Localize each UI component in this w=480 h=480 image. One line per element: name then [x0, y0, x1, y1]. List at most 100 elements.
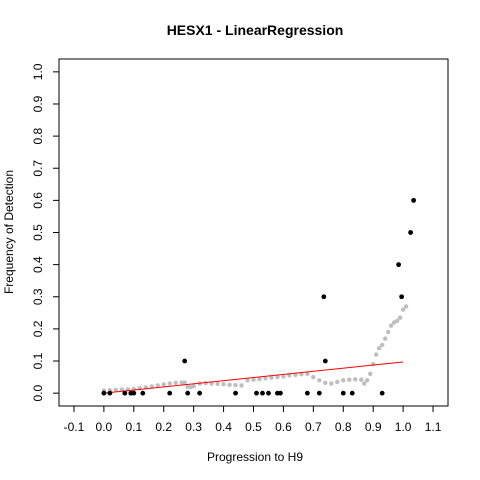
y-tick-label: 0.9 — [31, 95, 45, 112]
observed-point — [304, 390, 310, 396]
smoothed-point — [227, 382, 232, 387]
smoothed-point — [376, 345, 382, 351]
smoothed-point — [311, 374, 316, 380]
y-tick-label: 0.8 — [31, 127, 45, 144]
smoothed-point — [341, 378, 346, 383]
x-tick-label: 0.8 — [335, 420, 352, 434]
y-tick-label: 0.1 — [31, 352, 45, 369]
smoothed-point — [221, 381, 226, 387]
y-axis-label: Frequency of Detection — [2, 170, 16, 294]
smoothed-point — [257, 376, 262, 382]
smoothed-point — [365, 378, 370, 383]
smoothed-point — [379, 342, 385, 348]
observed-point — [316, 390, 322, 396]
observed-point — [197, 390, 203, 396]
observed-point — [182, 358, 188, 364]
observed-point — [340, 390, 346, 396]
observed-point — [408, 230, 413, 235]
x-tick-label: 0.0 — [96, 420, 113, 434]
smoothed-point — [382, 336, 388, 341]
smoothed-point — [173, 380, 178, 386]
observed-point — [122, 390, 128, 396]
smoothed-point — [329, 381, 334, 386]
observed-point — [167, 390, 173, 396]
x-tick-label: 0.3 — [185, 420, 202, 434]
x-tick-label: 0.7 — [305, 420, 322, 434]
y-tick-label: 0.2 — [31, 320, 45, 337]
observed-point — [185, 390, 191, 396]
observed-series — [101, 197, 416, 396]
smoothed-point — [385, 329, 391, 335]
smoothed-point — [251, 377, 256, 382]
smoothed-point — [370, 362, 376, 367]
smoothed-point — [347, 377, 352, 382]
regression-line — [103, 361, 404, 394]
smoothed-point — [182, 380, 187, 385]
fit-series — [103, 361, 404, 394]
y-tick-label: 1.0 — [31, 63, 45, 80]
observed-point — [101, 390, 107, 396]
smoothed-point — [388, 323, 394, 328]
smoothed-point — [155, 383, 160, 388]
observed-point — [411, 197, 416, 203]
y-tick-label: 0.0 — [31, 384, 45, 401]
y-tick-label: 0.6 — [31, 192, 45, 209]
x-tick-label: 0.1 — [125, 420, 142, 434]
x-tick-label: 0.5 — [245, 420, 262, 434]
smoothed-point — [239, 383, 244, 388]
smoothed-point — [233, 382, 238, 388]
observed-point — [140, 390, 146, 396]
smoothed-point — [113, 387, 119, 393]
smoothed-point — [353, 377, 358, 382]
x-tick-label: 0.2 — [155, 420, 172, 434]
y-tick-label: 0.5 — [31, 224, 45, 241]
smoothed-point — [161, 382, 166, 387]
smoothed-point — [167, 381, 172, 386]
smoothed-point — [149, 384, 154, 389]
observed-point — [131, 390, 137, 396]
smoothed-point — [323, 380, 328, 386]
observed-point — [254, 390, 259, 396]
smoothed-point — [215, 381, 220, 387]
x-tick-label: 1.0 — [395, 420, 412, 434]
y-tick-label: 0.7 — [31, 160, 45, 177]
smoothed-point — [362, 381, 367, 386]
observed-point — [233, 390, 238, 396]
x-tick-label: -0.1 — [64, 420, 85, 434]
chart-title: HESX1 - LinearRegression — [167, 22, 344, 38]
y-tick-label: 0.3 — [31, 288, 45, 305]
smoothed-point — [275, 374, 280, 380]
y-axis: 0.0 0.1 0.2 0.3 0.4 0.5 0.6 0.7 0.8 0.9 1.0 — [31, 63, 59, 401]
x-axis-label: Progression to H9 — [207, 450, 303, 464]
smoothed-point — [263, 376, 268, 381]
observed-point — [396, 262, 402, 268]
smoothed-point — [281, 374, 286, 379]
observed-point — [321, 294, 327, 300]
observed-point — [260, 390, 265, 396]
smoothed-point — [317, 378, 322, 383]
smoothed-point — [403, 304, 409, 309]
observed-point — [349, 390, 355, 396]
smoothed-point — [397, 315, 403, 320]
x-tick-label: 1.1 — [425, 420, 442, 434]
observed-point — [322, 358, 328, 364]
x-tick-label: 0.6 — [275, 420, 292, 434]
observed-point — [278, 390, 283, 396]
y-tick-label: 0.4 — [31, 256, 45, 273]
observed-point — [107, 390, 113, 396]
smoothed-point — [305, 371, 310, 377]
x-axis: -0.1 0.0 0.1 0.2 0.3 0.4 0.5 0.6 0.7 0.8 0.9 1.0 1.1 — [64, 406, 442, 434]
smoothed-point — [394, 318, 400, 324]
observed-point — [399, 294, 405, 300]
smoothed-point — [373, 352, 379, 357]
plot-frame — [58, 58, 449, 407]
smoothed-point — [191, 383, 196, 389]
smoothed-point — [400, 307, 406, 312]
smoothed-point — [368, 371, 373, 377]
smoothed-point — [245, 378, 250, 383]
smoothed-point — [335, 379, 340, 385]
smoothed-series — [101, 304, 409, 393]
smoothed-point — [269, 375, 274, 380]
smoothed-point — [359, 377, 364, 382]
